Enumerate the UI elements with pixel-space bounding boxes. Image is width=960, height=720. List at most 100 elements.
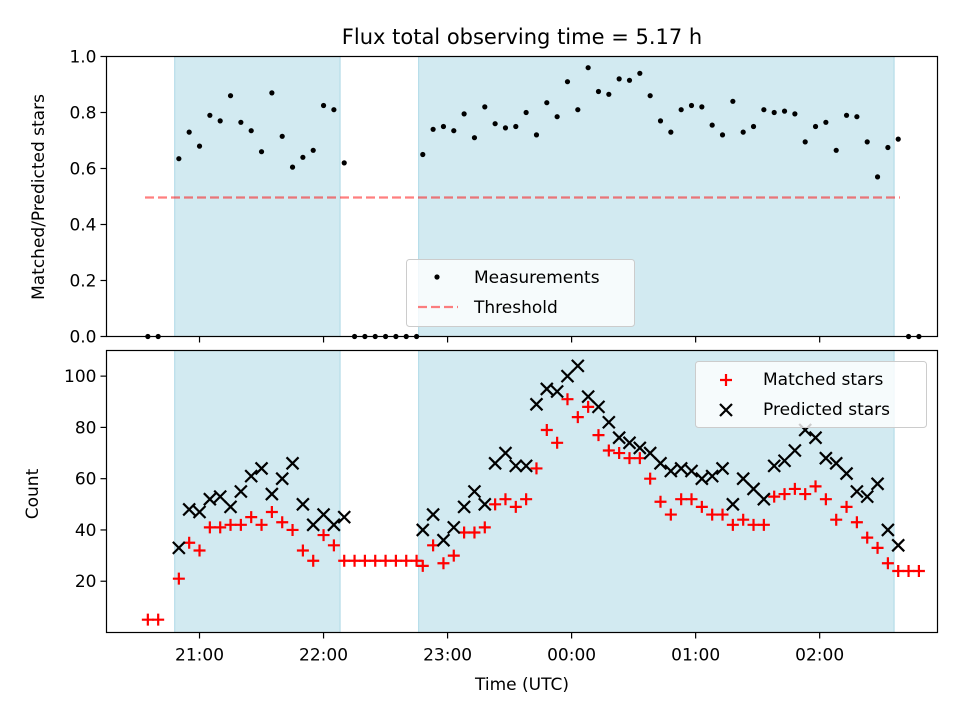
predicted-star-point bbox=[457, 500, 471, 514]
predicted-star-point bbox=[426, 507, 440, 522]
measurement-point bbox=[513, 123, 519, 130]
predicted-star-point bbox=[581, 389, 595, 404]
matched-star-point bbox=[644, 472, 657, 485]
measurement-point bbox=[771, 109, 777, 116]
measurement-point bbox=[461, 111, 467, 117]
predicted-star-point bbox=[275, 471, 289, 486]
matched-star-point bbox=[861, 531, 874, 544]
predicted-star-point bbox=[653, 456, 668, 471]
predicted-star-point bbox=[172, 541, 186, 555]
top-y-axis-label: Matched/Predicted stars bbox=[29, 94, 49, 300]
predicted-star-point bbox=[529, 397, 544, 412]
measurement-point bbox=[482, 104, 488, 110]
predicted-star-point bbox=[860, 489, 874, 504]
predicted-star-point bbox=[736, 471, 750, 486]
predicted-star-point bbox=[777, 453, 792, 468]
predicted-star-point bbox=[839, 466, 854, 481]
measurement-point bbox=[471, 135, 478, 141]
measurement-point bbox=[544, 100, 550, 106]
matched-star-point bbox=[234, 518, 247, 531]
matched-star-point bbox=[286, 523, 299, 536]
matched-star-point bbox=[530, 462, 543, 475]
predicted-star-point bbox=[591, 400, 606, 414]
matched-star-point bbox=[706, 508, 719, 521]
x-tick-label: 23:00 bbox=[423, 646, 472, 666]
measurement-point bbox=[823, 119, 829, 125]
measurement-point bbox=[678, 107, 684, 113]
matched-star-point bbox=[726, 518, 739, 531]
predicted-star-point bbox=[560, 369, 575, 383]
predicted-star-point bbox=[633, 441, 647, 455]
matched-star-point bbox=[379, 554, 392, 567]
predicted-star-point bbox=[829, 456, 843, 471]
measurement-point bbox=[750, 123, 757, 130]
matched-star-point bbox=[654, 495, 667, 508]
matched-star-point bbox=[152, 613, 165, 626]
y-tick-label: 0.4 bbox=[69, 216, 96, 236]
matched-star-point bbox=[141, 613, 154, 626]
measurement-point bbox=[523, 109, 529, 116]
y-tick-label: 40 bbox=[75, 521, 97, 541]
matched-star-point bbox=[819, 493, 832, 506]
predicted-star-point bbox=[436, 533, 451, 547]
measurement-point bbox=[874, 174, 881, 180]
measurement-point bbox=[802, 139, 808, 145]
matched-star-point bbox=[203, 521, 216, 534]
predicted-star-point bbox=[746, 482, 761, 496]
top-axes-frame bbox=[105, 55, 939, 338]
measurement-point bbox=[668, 129, 674, 135]
measurement-point bbox=[688, 102, 695, 109]
predicted-star-point bbox=[415, 523, 430, 537]
measurement-point bbox=[320, 102, 327, 109]
matched-star-point bbox=[224, 518, 237, 531]
matched-star-point bbox=[358, 554, 371, 567]
measurement-point bbox=[740, 129, 746, 135]
y-tick-label: 60 bbox=[75, 470, 97, 490]
measurement-point bbox=[854, 114, 860, 120]
bottom-axes-frame bbox=[105, 349, 939, 634]
matched-star-point bbox=[276, 516, 289, 529]
measurement-point bbox=[730, 98, 736, 104]
matched-star-point bbox=[338, 554, 351, 567]
measurement-point bbox=[451, 128, 457, 134]
predicted-star-point bbox=[265, 487, 279, 501]
legend-marker-predicted bbox=[719, 403, 733, 417]
ratio-panel: 0.0 0.2 0.4 0.6 0.8 1.0 Matched/Predicted sta… bbox=[29, 48, 939, 348]
matched-star-point bbox=[369, 554, 382, 567]
predicted-star-point bbox=[327, 518, 341, 532]
predicted-star-point bbox=[467, 484, 482, 499]
matched-star-point bbox=[830, 513, 843, 526]
measurement-point bbox=[709, 122, 715, 128]
predicted-star-point bbox=[182, 502, 196, 517]
matched-star-point bbox=[296, 544, 309, 557]
matched-star-point bbox=[809, 480, 822, 493]
predicted-star-point bbox=[223, 500, 238, 514]
predicted-star-point bbox=[316, 507, 331, 522]
measurement-point bbox=[420, 151, 426, 158]
y-tick-label: 20 bbox=[75, 572, 97, 592]
matched-star-point bbox=[509, 500, 522, 513]
matched-star-point bbox=[400, 554, 413, 567]
measurement-point bbox=[492, 121, 498, 127]
predicted-star-point bbox=[519, 459, 533, 473]
measurement-point bbox=[885, 144, 891, 151]
y-tick-label: 0.2 bbox=[69, 272, 96, 292]
observing-window-span bbox=[174, 350, 341, 633]
measurement-point bbox=[843, 112, 850, 118]
matched-star-point bbox=[799, 488, 812, 501]
measurement-point bbox=[554, 114, 560, 120]
matched-star-point bbox=[307, 554, 320, 567]
matched-star-point bbox=[255, 518, 268, 531]
measurement-point bbox=[616, 76, 622, 82]
matched-star-point bbox=[389, 554, 402, 567]
measurement-point bbox=[895, 136, 901, 142]
legend-label-predicted: Predicted stars bbox=[763, 400, 890, 420]
matched-star-point bbox=[675, 493, 688, 506]
matched-star-point bbox=[551, 436, 564, 449]
predicted-star-point bbox=[337, 510, 352, 524]
predicted-star-point bbox=[705, 469, 719, 483]
matched-star-point bbox=[685, 493, 698, 506]
matched-star-point bbox=[778, 488, 791, 501]
measurement-point bbox=[792, 111, 798, 117]
measurement-point bbox=[637, 70, 643, 76]
